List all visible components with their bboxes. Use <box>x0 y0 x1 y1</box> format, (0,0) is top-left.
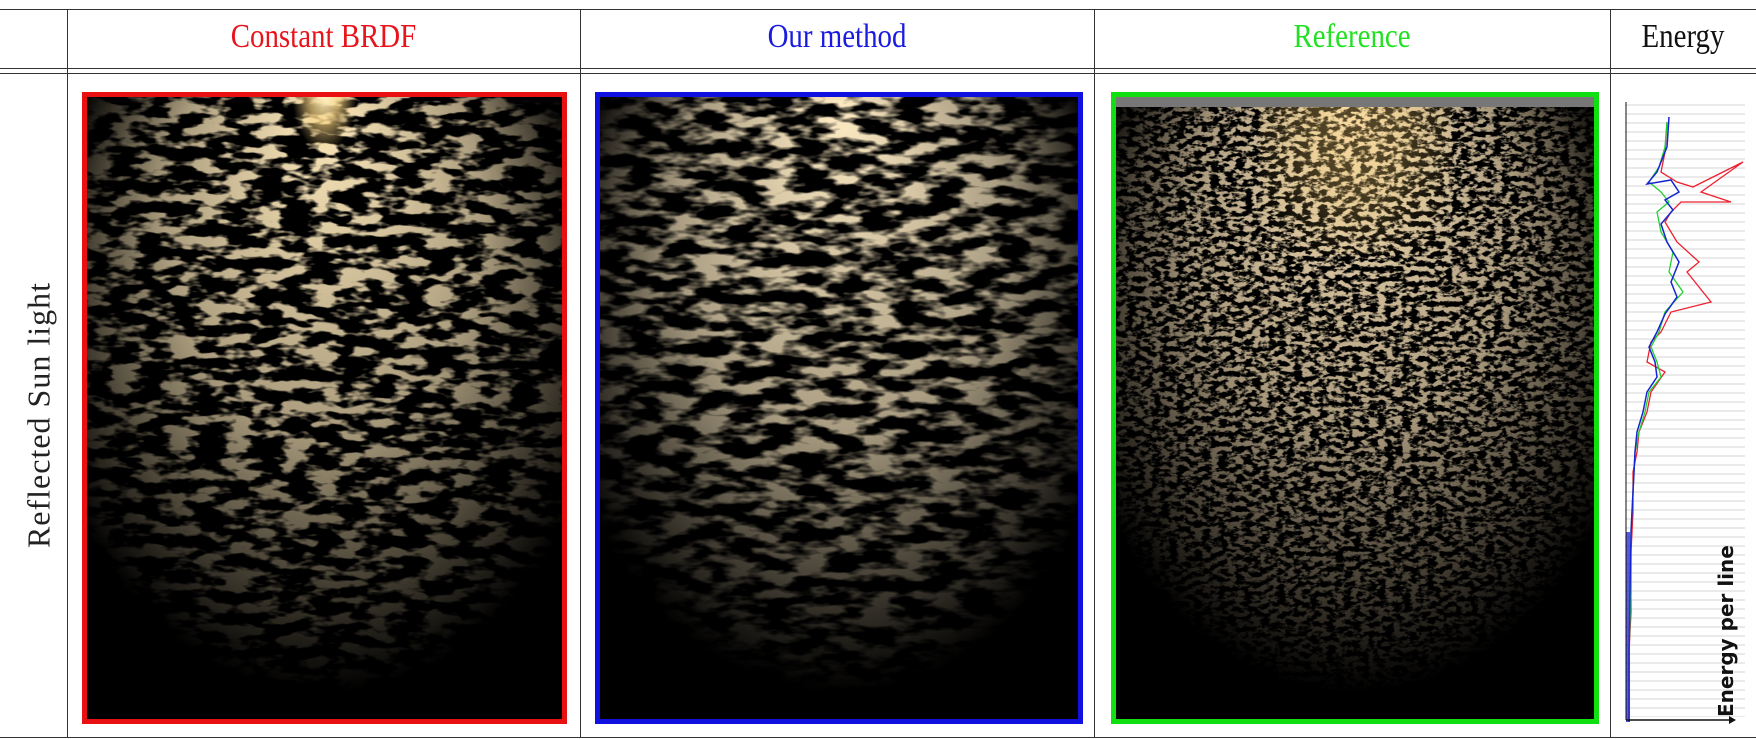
divider <box>1094 9 1095 738</box>
page: {"header": {"columns": ["Constant BRDF",… <box>0 0 1756 739</box>
rule <box>0 73 1756 74</box>
column-header: Constant BRDF <box>105 9 541 65</box>
column-header: Our method <box>619 9 1056 65</box>
rule <box>0 68 1756 69</box>
energy-plot: Energy per line <box>1621 92 1747 727</box>
render-our-method <box>595 92 1083 724</box>
divider <box>67 9 68 738</box>
divider <box>580 9 581 738</box>
render-constant-brdf <box>82 92 567 724</box>
render-reference <box>1111 92 1599 724</box>
column-header: Energy <box>1621 9 1745 65</box>
rule <box>0 737 1756 738</box>
divider <box>1610 9 1611 738</box>
column-header: Reference <box>1133 9 1572 65</box>
energy-axis-label: Energy per line <box>1714 545 1738 717</box>
row-label: Reflected Sun light <box>21 282 58 548</box>
